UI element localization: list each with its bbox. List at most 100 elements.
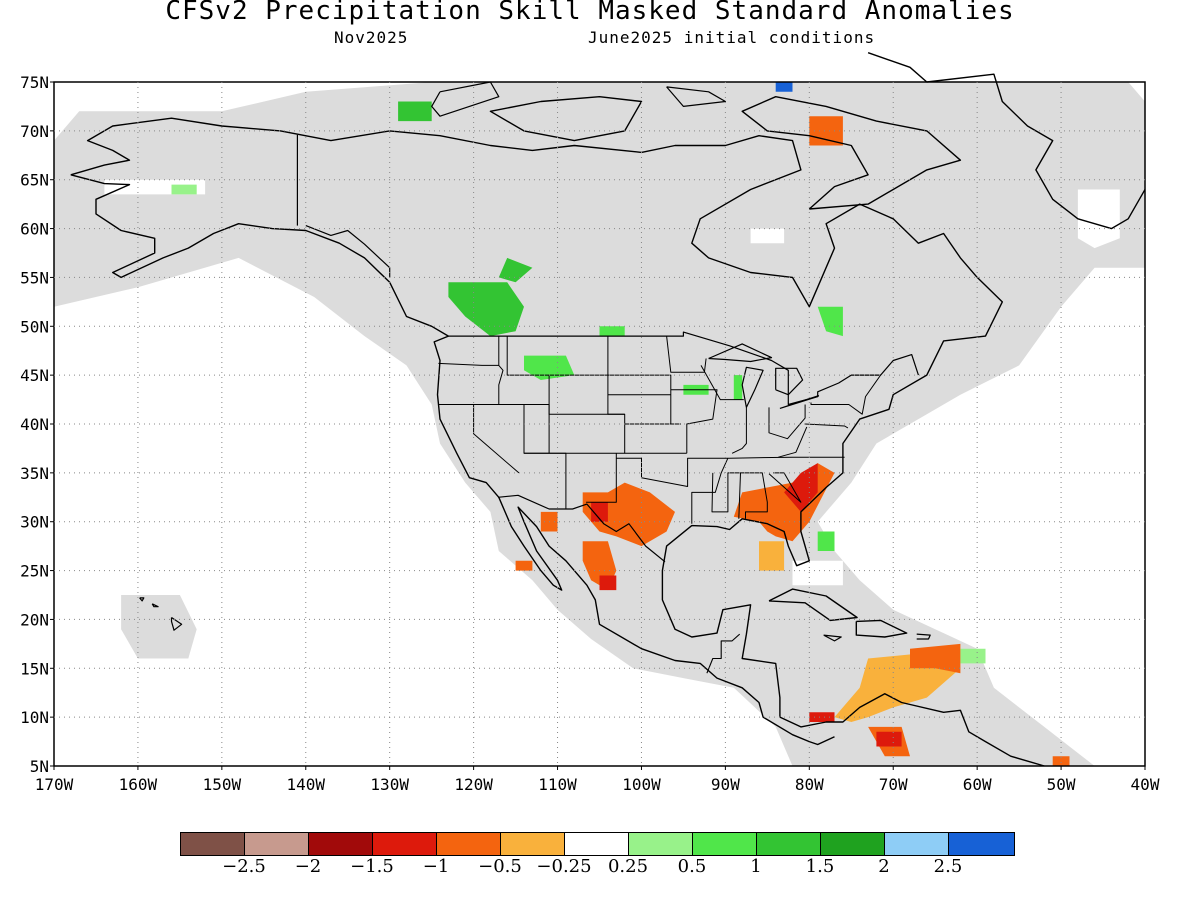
coastline-cuba (768, 588, 858, 622)
wet-anomaly-patch (448, 282, 524, 337)
coastline-north-america (70, 117, 1045, 767)
legend-label: −0.25 (536, 856, 592, 877)
coastline-victoria-island (489, 95, 643, 142)
map-title: CFSv2 Precipitation Skill Masked Standar… (165, 0, 1015, 26)
longitude-tick-label: 170W (35, 775, 74, 794)
state-borders (670, 389, 718, 454)
coastline-lake-superior (708, 343, 773, 363)
coastline-baffin-island (741, 95, 962, 210)
latitude-tick-label: 35N (20, 464, 49, 483)
longitude-tick-label: 70W (879, 775, 908, 794)
state-borders (607, 336, 625, 415)
legend-label: −0.5 (478, 856, 522, 877)
dry-anomaly-patch (515, 560, 533, 571)
wet-anomaly-patch (498, 257, 533, 283)
state-borders (473, 404, 520, 474)
dry-anomaly-patch (582, 482, 675, 547)
legend-swatch (181, 833, 245, 855)
latitude-tick-label: 5N (30, 757, 49, 776)
state-borders (711, 472, 741, 513)
state-borders (700, 365, 744, 401)
legend-label: 2 (878, 856, 890, 877)
latitude-tick-label: 65N (20, 171, 49, 190)
legend-label: 2.5 (933, 856, 963, 877)
coastline-lake-michigan (741, 366, 764, 408)
latitude-tick-label: 20N (20, 610, 49, 629)
state-borders (438, 362, 499, 366)
valid-month-label: Nov2025 (334, 28, 409, 47)
legend-swatch (501, 833, 565, 855)
legend-swatch (949, 833, 1014, 855)
legend-swatch (437, 833, 501, 855)
longitude-tick-label: 40W (1131, 775, 1160, 794)
wet-anomaly-patch (775, 82, 793, 92)
longitude-tick-label: 110W (538, 775, 577, 794)
state-borders (768, 472, 802, 503)
latitude-tick-label: 45N (20, 366, 49, 385)
state-borders (731, 407, 747, 454)
state-borders (586, 453, 617, 503)
coastline-lake-huron (775, 367, 804, 396)
coastline-jamaica (823, 634, 842, 642)
dry-anomaly-patch (809, 712, 835, 722)
legend-swatch (565, 833, 629, 855)
unmasked-patch (1077, 189, 1120, 249)
legend-swatch (245, 833, 309, 855)
coastline-pacific (70, 174, 835, 746)
longitude-tick-label: 120W (454, 775, 493, 794)
wet-anomaly-patch (599, 326, 625, 337)
legend-swatch (693, 833, 757, 855)
color-legend (180, 832, 1015, 856)
longitude-tick-label: 80W (795, 775, 824, 794)
unmasked-patch (750, 228, 785, 244)
coastline-hawaii (151, 603, 159, 608)
border-us-mexico (497, 494, 666, 563)
border-alaska-panhandle (305, 225, 391, 278)
legend-swatch (629, 833, 693, 855)
state-borders (778, 426, 808, 458)
latitude-tick-label: 50N (20, 317, 49, 336)
wet-anomaly-patch (398, 101, 432, 122)
wet-anomaly-patch (960, 648, 986, 664)
longitude-tick-label: 60W (963, 775, 992, 794)
longitude-tick-label: 160W (119, 775, 158, 794)
dry-anomaly-patch (599, 575, 617, 591)
state-borders (506, 336, 608, 376)
border-us-canada (448, 331, 919, 406)
coastline-puerto-rico (916, 633, 931, 640)
latitude-tick-label: 30N (20, 513, 49, 532)
state-borders (498, 336, 504, 405)
latitude-tick-label: 10N (20, 708, 49, 727)
longitude-tick-label: 130W (370, 775, 409, 794)
wet-anomaly-patch (524, 355, 575, 380)
dry-anomaly-patch (876, 731, 902, 747)
legend-label: 0.25 (607, 856, 649, 877)
latitude-tick-label: 60N (20, 220, 49, 239)
legend-swatch (757, 833, 821, 855)
dry-anomaly-patch (759, 541, 785, 571)
legend-swatch (373, 833, 437, 855)
border-mexico-guatemala (706, 633, 741, 674)
latitude-tick-label: 75N (20, 73, 49, 92)
latitude-tick-label: 15N (20, 659, 49, 678)
longitude-tick-label: 100W (622, 775, 661, 794)
longitude-tick-label: 90W (711, 775, 740, 794)
dry-anomaly-patch (910, 643, 961, 674)
state-borders (616, 456, 845, 487)
legend-swatch (309, 833, 373, 855)
longitude-tick-label: 140W (287, 775, 326, 794)
masked-region-bering (54, 218, 155, 278)
legend-label: 1 (750, 856, 762, 877)
dry-anomaly-patch (1052, 756, 1070, 766)
legend-swatch (885, 833, 949, 855)
state-borders (810, 374, 882, 415)
state-borders (691, 457, 729, 524)
state-borders (805, 423, 849, 429)
state-borders (666, 336, 707, 373)
unmasked-patch (792, 560, 843, 586)
legend-swatch (821, 833, 885, 855)
wet-anomaly-patch (817, 306, 843, 337)
longitude-tick-label: 150W (203, 775, 242, 794)
wet-anomaly-patch (171, 184, 197, 195)
